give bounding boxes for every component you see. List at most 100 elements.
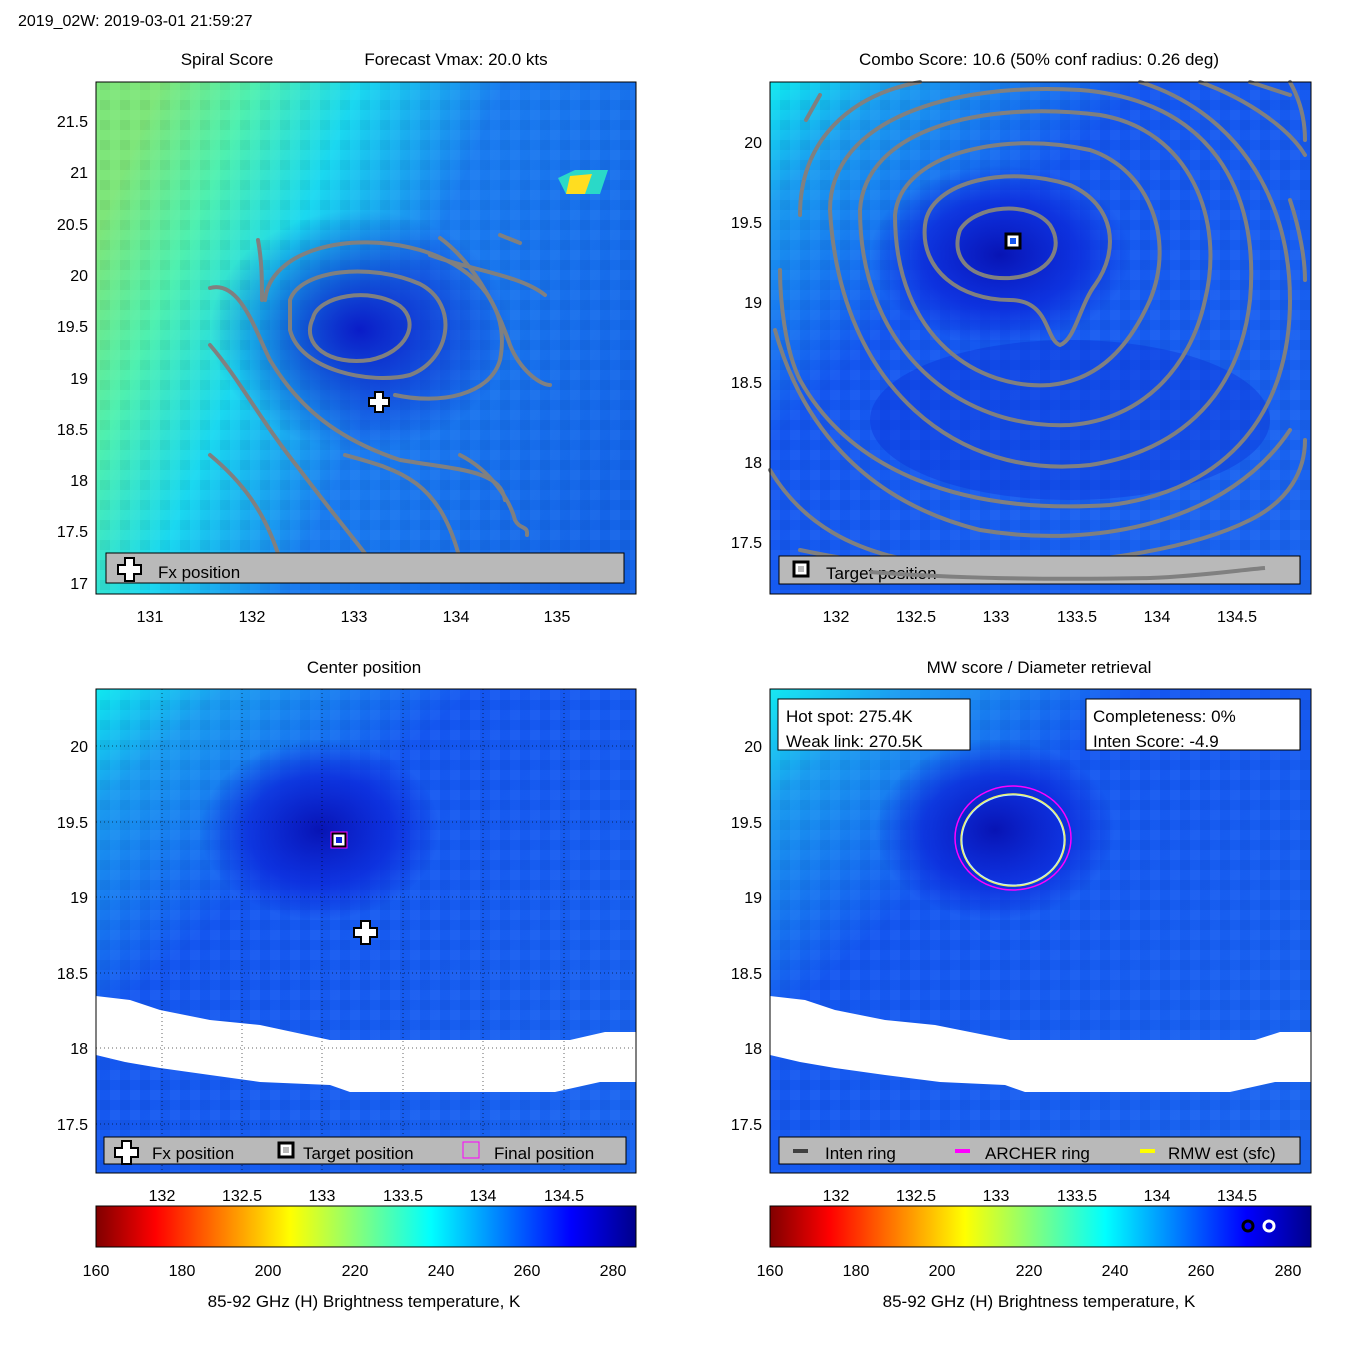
colorbar-tick: 160 (83, 1263, 110, 1280)
y-tick: 18.5 (57, 966, 88, 983)
combo-legend: Target position (778, 555, 1301, 585)
x-tick: 133.5 (383, 1188, 423, 1205)
y-tick: 18.5 (731, 966, 762, 983)
center-legend: Fx position Target position Final positi… (103, 1136, 627, 1165)
y-tick: 17.5 (731, 1117, 762, 1134)
spiral-axes-frame (95, 81, 637, 595)
hot-spot-marker (1262, 1219, 1276, 1233)
colorbar-tick: 220 (342, 1263, 369, 1280)
combo-title: Combo Score: 10.6 (50% conf radius: 0.26… (859, 50, 1219, 69)
spiral-hotspot-core (566, 174, 592, 194)
spiral-eye-region (210, 210, 510, 450)
colorbar-tick: 260 (1188, 1263, 1215, 1280)
center-eye-region (200, 740, 440, 920)
spiral-legend-label: Fx position (158, 563, 240, 582)
spiral-y-ticks: 21.5 21 20.5 20 19.5 19 18.5 18 17.5 17 (57, 114, 88, 593)
x-tick: 133.5 (1057, 1188, 1097, 1205)
combo-plot-area: Target position (768, 80, 1312, 595)
y-tick: 17.5 (731, 535, 762, 552)
combo-target-marker (1004, 232, 1022, 250)
spiral-forecast-vmax: Forecast Vmax: 20.0 kts (364, 50, 547, 69)
combo-axes-frame (769, 81, 1312, 595)
colorbar-tick: 180 (843, 1263, 870, 1280)
x-tick: 132 (823, 609, 850, 626)
x-tick: 134 (1144, 1188, 1171, 1205)
center-title: Center position (307, 658, 421, 677)
center-y-ticks: 20 19.5 19 18.5 18 17.5 (57, 739, 88, 1134)
center-axes-frame (95, 688, 637, 1174)
mw-archer-ring (954, 785, 1072, 891)
center-fx-marker (353, 920, 378, 945)
mw-rmw-ring (960, 793, 1066, 887)
y-tick: 17 (70, 576, 88, 593)
y-tick: 17.5 (57, 1117, 88, 1134)
y-tick: 20 (70, 739, 88, 756)
x-tick: 133 (341, 609, 368, 626)
x-tick: 134 (443, 609, 470, 626)
mw-axes-frame (769, 688, 1312, 1174)
colorbar-label: 85-92 GHz (H) Brightness temperature, K (208, 1292, 521, 1311)
x-tick: 132.5 (222, 1188, 262, 1205)
plus-icon (114, 1140, 139, 1165)
spiral-contours (208, 233, 552, 562)
mw-score-panel: MW score / Diameter retrieval Hot spot: … (731, 658, 1312, 1311)
mw-y-ticks: 20 19.5 19 18.5 18 17.5 (731, 739, 762, 1134)
x-tick: 132 (823, 1188, 850, 1205)
combo-score-panel: Combo Score: 10.6 (50% conf radius: 0.26… (731, 50, 1312, 626)
x-tick: 131 (137, 609, 164, 626)
y-tick: 19 (70, 890, 88, 907)
center-legend-final-label: Final position (494, 1144, 594, 1163)
colorbar-tick: 200 (929, 1263, 956, 1280)
center-grid (96, 689, 636, 1173)
x-tick: 134.5 (1217, 609, 1257, 626)
center-target-marker (330, 831, 348, 849)
spiral-title: Spiral Score (181, 50, 274, 69)
spiral-legend: Fx position (105, 552, 625, 584)
plus-icon (117, 557, 142, 582)
center-x-ticks: 132 132.5 133 133.5 134 134.5 (149, 1188, 584, 1205)
mw-colorbar: 160 180 200 220 240 260 280 85-92 GHz (H… (757, 1205, 1312, 1311)
y-tick: 18 (70, 473, 88, 490)
x-tick: 133 (983, 609, 1010, 626)
mw-completeness: Completeness: 0% (1093, 707, 1236, 726)
y-tick: 19.5 (57, 815, 88, 832)
y-tick: 20 (744, 739, 762, 756)
combo-contour-over-legend (869, 566, 1266, 581)
x-tick: 132.5 (896, 609, 936, 626)
mw-legend-archer-label: ARCHER ring (985, 1144, 1090, 1163)
x-tick: 132 (149, 1188, 176, 1205)
y-tick: 19.5 (731, 215, 762, 232)
y-tick: 20 (744, 135, 762, 152)
x-tick: 133.5 (1057, 609, 1097, 626)
colorbar-tick: 200 (255, 1263, 282, 1280)
colorbar-tick: 280 (1275, 1263, 1302, 1280)
spiral-x-ticks: 131 132 133 134 135 (137, 609, 571, 626)
y-tick: 18 (744, 1041, 762, 1058)
spiral-fx-marker (368, 391, 390, 413)
mw-score-box: Completeness: 0% Inten Score: -4.9 (1085, 698, 1301, 751)
spiral-score-panel: Spiral Score Forecast Vmax: 20.0 kts (57, 50, 637, 626)
combo-y-ticks: 20 19.5 19 18.5 18 17.5 (731, 135, 762, 552)
y-tick: 19 (744, 295, 762, 312)
combo-x-ticks: 132 132.5 133 133.5 134 134.5 (823, 609, 1257, 626)
weak-link-marker (1241, 1219, 1255, 1233)
mw-eye-region (875, 740, 1115, 920)
y-tick: 21.5 (57, 114, 88, 131)
mw-inten-score: Inten Score: -4.9 (1093, 732, 1219, 751)
center-plot-area: Fx position Target position Final positi… (95, 688, 637, 1174)
y-tick: 19.5 (731, 815, 762, 832)
x-tick: 134 (1144, 609, 1171, 626)
center-colorbar: 160 180 200 220 240 260 280 85-92 GHz (H… (83, 1205, 637, 1311)
colorbar-tick: 280 (600, 1263, 627, 1280)
square-icon (277, 1141, 295, 1159)
mw-weak-link: Weak link: 270.5K (786, 732, 923, 751)
x-tick: 134 (470, 1188, 497, 1205)
mw-title: MW score / Diameter retrieval (927, 658, 1152, 677)
mw-hot-spot: Hot spot: 275.4K (786, 707, 913, 726)
center-legend-target-label: Target position (303, 1144, 414, 1163)
y-tick: 21 (70, 165, 88, 182)
colorbar-tick: 240 (1102, 1263, 1129, 1280)
x-tick: 134.5 (544, 1188, 584, 1205)
mw-white-band (770, 996, 1311, 1092)
